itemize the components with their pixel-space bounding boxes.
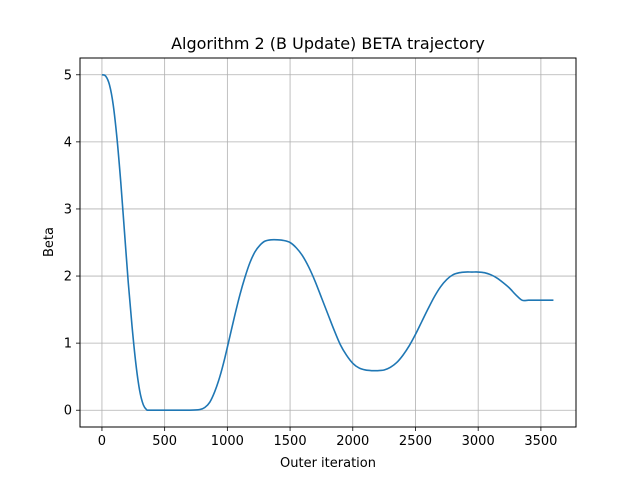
- y-tick-label: 3: [64, 202, 72, 217]
- y-tick-label: 5: [64, 68, 72, 83]
- axes-frame: [79, 57, 577, 428]
- x-tick-label: 1000: [211, 434, 244, 449]
- x-tick-label: 2500: [399, 434, 432, 449]
- x-tick-label: 3500: [524, 434, 557, 449]
- x-tick-label: 500: [152, 434, 177, 449]
- y-tick-label: 1: [64, 337, 72, 352]
- x-tick-label: 2000: [336, 434, 369, 449]
- y-tick-label: 0: [64, 404, 72, 419]
- y-ticks: 0 1 2 3 4 5: [64, 68, 80, 419]
- chart-title: Algorithm 2 (B Update) BETA trajectory: [171, 34, 485, 53]
- y-tick-label: 2: [64, 270, 72, 285]
- x-tick-label: 0: [98, 434, 106, 449]
- x-tick-label: 1500: [274, 434, 307, 449]
- y-axis-label: Beta: [42, 227, 57, 257]
- grid: [80, 58, 576, 427]
- x-tick-label: 3000: [462, 434, 495, 449]
- series-group: [101, 73, 554, 412]
- y-tick-label: 4: [64, 135, 72, 150]
- x-axis-label: Outer iteration: [280, 456, 376, 471]
- x-ticks: 0 500 1000 1500 2000 2500 3000 3500: [98, 427, 557, 449]
- beta-series-line: [101, 73, 554, 412]
